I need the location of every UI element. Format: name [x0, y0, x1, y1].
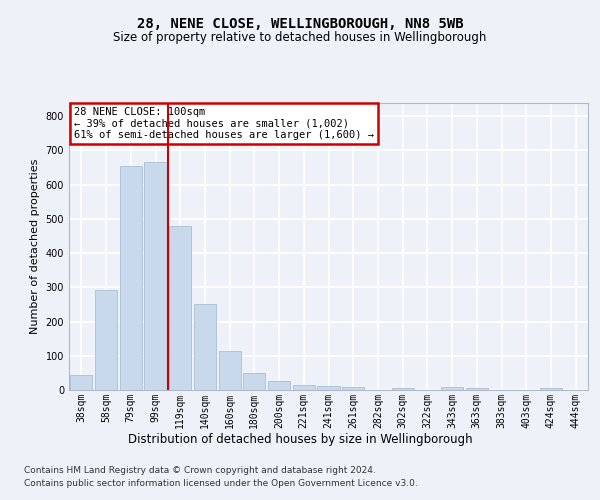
Bar	[218, 352, 241, 390]
Bar	[392, 388, 414, 390]
Bar	[169, 226, 191, 390]
Bar	[95, 290, 117, 390]
Text: Size of property relative to detached houses in Wellingborough: Size of property relative to detached ho…	[113, 31, 487, 44]
Bar	[317, 386, 340, 390]
Bar	[70, 374, 92, 390]
Y-axis label: Number of detached properties: Number of detached properties	[30, 158, 40, 334]
Bar	[342, 388, 364, 390]
Text: 28, NENE CLOSE, WELLINGBOROUGH, NN8 5WB: 28, NENE CLOSE, WELLINGBOROUGH, NN8 5WB	[137, 18, 463, 32]
Text: Contains HM Land Registry data © Crown copyright and database right 2024.: Contains HM Land Registry data © Crown c…	[24, 466, 376, 475]
Text: Distribution of detached houses by size in Wellingborough: Distribution of detached houses by size …	[128, 432, 472, 446]
Bar	[119, 166, 142, 390]
Bar	[540, 388, 562, 390]
Bar	[243, 373, 265, 390]
Bar	[194, 304, 216, 390]
Text: 28 NENE CLOSE: 100sqm
← 39% of detached houses are smaller (1,002)
61% of semi-d: 28 NENE CLOSE: 100sqm ← 39% of detached …	[74, 107, 374, 140]
Bar	[466, 388, 488, 390]
Text: Contains public sector information licensed under the Open Government Licence v3: Contains public sector information licen…	[24, 479, 418, 488]
Bar	[441, 388, 463, 390]
Bar	[145, 162, 167, 390]
Bar	[293, 385, 315, 390]
Bar	[268, 382, 290, 390]
